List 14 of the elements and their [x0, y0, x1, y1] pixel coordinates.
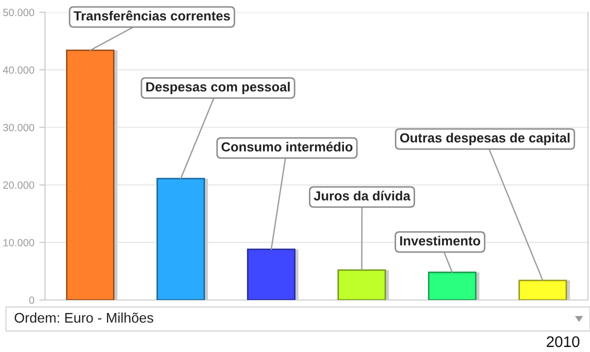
y-tick-label: 40.000 [2, 66, 34, 74]
annotation: Outras despesas de capital [400, 132, 570, 146]
annotation: Despesas com pessoal [146, 82, 290, 94]
y-tick-label: 50.000 [3, 8, 34, 16]
y-tick-label: 20.000 [3, 181, 34, 189]
y-tick-label: 30.000 [3, 124, 34, 132]
annotation: Transferências correntes [74, 10, 230, 21]
y-tick-label: 10.000 [4, 238, 34, 246]
annotation: Juros da dívida [314, 190, 410, 201]
text: Ordem: Euro - Milhões [14, 312, 154, 323]
y-tick-label: 0 [29, 296, 34, 304]
text: 2010 [546, 336, 580, 348]
annotation: Consumo intermédio [222, 142, 352, 152]
annotation: Investimento [400, 236, 480, 246]
